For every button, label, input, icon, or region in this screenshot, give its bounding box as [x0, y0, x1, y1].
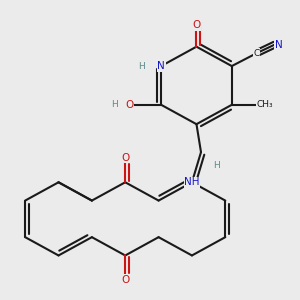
Text: N: N [188, 177, 196, 187]
Text: NH: NH [184, 177, 200, 187]
Text: O: O [121, 153, 129, 163]
Text: O: O [126, 100, 134, 110]
Text: N: N [157, 61, 165, 71]
Text: H: H [111, 100, 118, 109]
Text: H: H [213, 161, 220, 170]
Text: O: O [192, 20, 201, 30]
Text: N: N [275, 40, 283, 50]
Text: H: H [139, 61, 145, 70]
Text: O: O [121, 275, 129, 285]
Text: C: C [254, 49, 260, 58]
Text: CH₃: CH₃ [257, 100, 273, 109]
